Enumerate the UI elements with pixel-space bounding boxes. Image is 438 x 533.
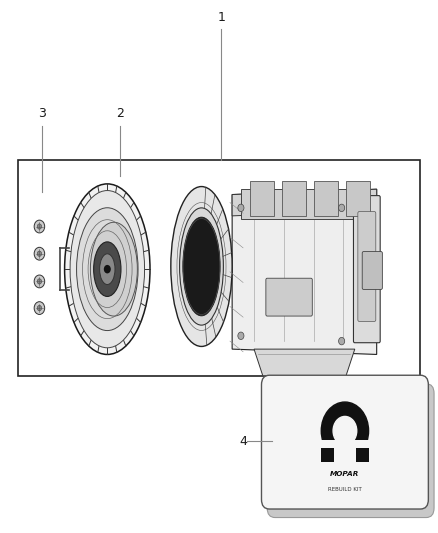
FancyBboxPatch shape bbox=[266, 278, 312, 316]
Polygon shape bbox=[232, 189, 377, 216]
Bar bbox=[282, 181, 306, 216]
Circle shape bbox=[37, 305, 42, 311]
Ellipse shape bbox=[99, 254, 115, 285]
Bar bbox=[319, 440, 370, 463]
Polygon shape bbox=[232, 189, 377, 354]
FancyBboxPatch shape bbox=[358, 212, 376, 321]
Circle shape bbox=[37, 251, 42, 256]
Bar bbox=[241, 189, 368, 219]
Circle shape bbox=[238, 332, 244, 340]
Bar bbox=[356, 448, 368, 462]
FancyBboxPatch shape bbox=[267, 384, 434, 518]
Text: 3: 3 bbox=[38, 107, 46, 120]
Bar bbox=[314, 181, 338, 216]
Text: 1: 1 bbox=[217, 11, 225, 24]
Circle shape bbox=[339, 204, 345, 212]
Circle shape bbox=[37, 224, 42, 229]
Bar bbox=[346, 181, 370, 216]
Circle shape bbox=[34, 302, 45, 314]
Bar bbox=[18, 160, 420, 376]
Circle shape bbox=[104, 265, 111, 273]
FancyBboxPatch shape bbox=[362, 252, 382, 289]
Circle shape bbox=[238, 204, 244, 212]
FancyBboxPatch shape bbox=[353, 196, 380, 343]
Polygon shape bbox=[254, 349, 355, 376]
Ellipse shape bbox=[65, 184, 150, 354]
Circle shape bbox=[333, 416, 357, 445]
Text: 2: 2 bbox=[117, 107, 124, 120]
Ellipse shape bbox=[77, 208, 138, 330]
Circle shape bbox=[321, 402, 368, 459]
FancyBboxPatch shape bbox=[261, 375, 428, 509]
Ellipse shape bbox=[171, 187, 232, 346]
Ellipse shape bbox=[90, 222, 138, 316]
Circle shape bbox=[339, 337, 345, 345]
Ellipse shape bbox=[180, 208, 223, 325]
Circle shape bbox=[34, 247, 45, 260]
Ellipse shape bbox=[70, 191, 145, 348]
Text: 4: 4 bbox=[240, 434, 247, 448]
Bar bbox=[250, 181, 274, 216]
Ellipse shape bbox=[183, 217, 220, 316]
Bar bbox=[321, 448, 334, 462]
Text: MOPAR: MOPAR bbox=[330, 471, 360, 478]
Ellipse shape bbox=[94, 242, 121, 296]
Circle shape bbox=[34, 275, 45, 288]
Circle shape bbox=[37, 279, 42, 284]
Text: REBUILD KIT: REBUILD KIT bbox=[328, 487, 362, 492]
Circle shape bbox=[34, 220, 45, 233]
